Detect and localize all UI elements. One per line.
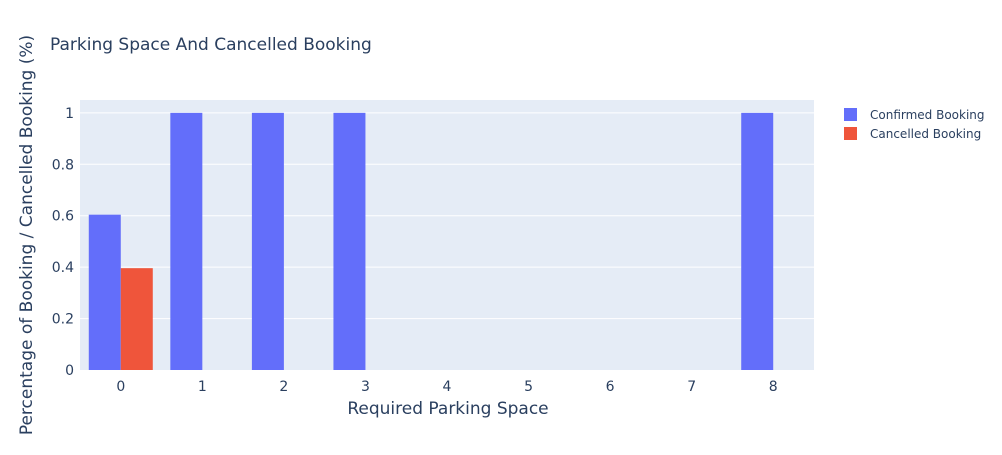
x-tick-label: 7 (687, 379, 696, 395)
legend-label: Confirmed Booking (870, 108, 985, 122)
y-tick-label: 0.4 (52, 260, 74, 276)
bar-confirmed-booking-2 (251, 112, 284, 370)
y-tick-label: 1 (65, 106, 74, 122)
plot-area: 0 0.2 0.4 0.6 0.8 1 0 1 2 3 4 5 6 7 8 (52, 100, 814, 395)
legend: Confirmed Booking Cancelled Booking (844, 108, 985, 141)
x-tick-label: 8 (769, 379, 778, 395)
chart-title: Parking Space And Cancelled Booking (50, 35, 372, 55)
x-tick-label: 2 (279, 379, 288, 395)
bar-confirmed-booking-0 (88, 214, 121, 370)
bar-confirmed-booking-1 (170, 112, 203, 370)
x-axis-title: Required Parking Space (347, 399, 548, 419)
legend-label: Cancelled Booking (870, 127, 981, 141)
x-tick-label: 6 (606, 379, 615, 395)
y-tick-label: 0.2 (52, 312, 74, 328)
x-tick-label: 4 (443, 379, 452, 395)
x-tick-label: 3 (361, 379, 370, 395)
y-tick-label: 0.8 (52, 157, 74, 173)
x-tick-label: 0 (116, 379, 125, 395)
bar-confirmed-booking-3 (333, 112, 366, 370)
legend-swatch (844, 127, 857, 140)
bar-confirmed-booking-8 (741, 112, 774, 370)
y-axis-title: Percentage of Booking / Cancelled Bookin… (17, 35, 37, 435)
y-tick-label: 0.6 (52, 209, 74, 225)
legend-swatch (844, 108, 857, 121)
x-tick-label: 1 (198, 379, 207, 395)
y-tick-label: 0 (65, 363, 74, 379)
bar-cancelled-booking-0 (120, 268, 153, 370)
x-tick-label: 5 (524, 379, 533, 395)
